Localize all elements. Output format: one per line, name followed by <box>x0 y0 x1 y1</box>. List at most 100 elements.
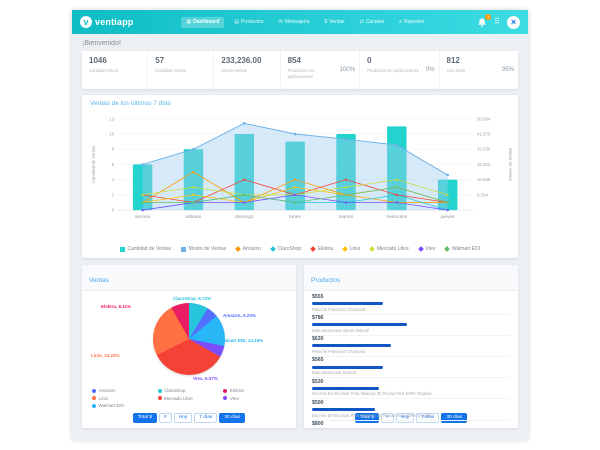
svg-text:Monto de Ventas: Monto de Ventas <box>508 148 512 182</box>
filter-button-hoy[interactable]: Hoy <box>173 412 193 424</box>
product-value: $565 <box>312 357 324 364</box>
product-name: Docena De Brochas Para Makeup 32 Piezas … <box>312 391 432 397</box>
legend-item-claroshop[interactable]: ClaroShop <box>270 246 301 252</box>
legend-label: Walmart EDI <box>451 246 480 253</box>
svg-text:2: 2 <box>112 192 115 197</box>
filter-button-30-d-as[interactable]: 30 días <box>441 412 468 424</box>
legend-item-cantidad-de-ventas[interactable]: Cantidad de Ventas <box>120 246 171 252</box>
dashboard-main: ¡Bienvenido! 1046 Cantidad SKUS 57 Cantidad… <box>72 34 528 434</box>
stat-label: Con stock <box>446 68 466 74</box>
main-nav: ▦ Dashboard ▤ Productos ✉ Mensajería $ Ventas ⇄ C… <box>142 16 470 28</box>
filter-button-total[interactable]: Total $ <box>354 412 380 424</box>
product-bar <box>312 344 392 348</box>
filter-button-7-d-as[interactable]: 7 días <box>194 412 218 424</box>
product-row[interactable]: $555 Peluche Pokemón Charizard <box>312 293 510 315</box>
filter-button-hoy[interactable]: Hoy <box>395 412 415 424</box>
sales-chart-card: Ventas de los últimos 7 días 0 2 4 6 8 10 12 8,… <box>82 95 518 259</box>
nav-item-canales[interactable]: ⇄ Canales <box>355 17 390 28</box>
nav-item-ventas[interactable]: $ Ventas <box>319 17 349 28</box>
legend-label: Mercado Libre <box>376 246 409 253</box>
chart-title: Ventas de los últimos 7 días <box>90 100 171 107</box>
product-bar-track <box>312 408 510 412</box>
svg-text:0: 0 <box>112 208 115 213</box>
stat-monto-ventas: 233,236.00 Monto Ventas <box>213 51 279 89</box>
filter-button-[interactable]: # <box>159 412 172 424</box>
app-window: v ventiapp ▦ Dashboard ▤ Productos ✉ Mensajer… <box>72 10 528 440</box>
legend-item-vtex[interactable]: Vtex <box>417 246 435 253</box>
pie-chart-area: ClaroShop, 8.72% Amazon, 5.23% Walmart EDI… <box>89 296 289 384</box>
filter-button-[interactable]: # <box>381 412 394 424</box>
filter-button-total[interactable]: Total $ <box>132 412 158 424</box>
nav-item-label: Dashboard <box>193 19 220 25</box>
svg-text:jueves: jueves <box>440 214 456 220</box>
pie-legend-item-mercado-libre[interactable]: Mercado Libre <box>157 395 221 401</box>
legend-dot-icon <box>92 396 96 401</box>
product-row[interactable]: $630 Peluche Pokemón Charizard <box>312 336 510 357</box>
stat-productos-con-publicaciones: 854 Productos con publicaciones 100% <box>279 51 359 89</box>
products-panel-header: Productos <box>304 265 518 292</box>
legend-item-elektra[interactable]: Elektra <box>310 246 334 253</box>
legend-dot-icon <box>92 388 96 393</box>
stat-value: 57 <box>155 56 165 65</box>
bottom-panels: Ventas ClaroShop, 8.72% Amazon, 5.23% Walm… <box>82 265 518 429</box>
legend-item-walmart-edi[interactable]: Walmart EDI <box>444 246 480 253</box>
product-row[interactable]: $800Docena De Brochas Para Makeup 32 Pie… <box>312 421 510 429</box>
stat-percent: 0% <box>425 67 435 73</box>
products-panel-title: Productos <box>311 276 341 284</box>
nav-item-reportes[interactable]: ≡ Reportes <box>394 17 429 28</box>
pie-legend-item-vtex[interactable]: Vtex <box>223 396 286 401</box>
filter-button-7-d-as[interactable]: 7 días <box>416 412 440 424</box>
stat-value: 233,236.00 <box>221 56 262 65</box>
pie-legend-item-claroshop[interactable]: ClaroShop <box>157 388 221 393</box>
pie-legend-item-walmart-edi[interactable]: Walmart EDI <box>92 403 155 408</box>
sales-icon: $ <box>324 19 328 25</box>
sales-panel-title: Ventas <box>89 276 109 284</box>
legend-marker-icon <box>417 246 424 253</box>
legend-label: Mercado Libre <box>164 395 193 401</box>
user-avatar[interactable]: × <box>507 15 520 29</box>
products-panel-body: $555 Peluche Pokemón Charizard $786 Bata am… <box>304 291 518 427</box>
svg-text:50,004: 50,004 <box>477 116 491 121</box>
top-navbar: v ventiapp ▦ Dashboard ▤ Productos ✉ Mensajer… <box>72 10 528 34</box>
pie-legend-item-elektra[interactable]: Elektra <box>223 388 286 393</box>
product-value: $786 <box>312 315 324 322</box>
nav-item-dashboard[interactable]: ▦ Dashboard <box>181 16 225 28</box>
legend-marker-icon <box>369 246 376 253</box>
svg-text:miércoles: miércoles <box>386 214 407 220</box>
products-panel: Productos $555 Peluche Pokemón Charizard $… <box>304 265 518 429</box>
stat-label: Productos sin publicaciones <box>367 68 419 74</box>
product-bar-track <box>312 302 510 306</box>
filter-button-30-d-as[interactable]: 30 días <box>219 412 246 424</box>
pie-legend-item-amazon[interactable]: Amazon <box>92 388 155 393</box>
stat-percent: 95% <box>502 67 515 73</box>
legend-item-mercado-libre[interactable]: Mercado Libre <box>369 246 409 253</box>
legend-marker-icon <box>181 246 187 252</box>
pie-slice-label-claroshop: ClaroShop, 8.72% <box>173 296 212 302</box>
sales-panel-body: ClaroShop, 8.72% Amazon, 5.23% Walmart EDI… <box>82 291 296 409</box>
product-row[interactable]: $565 Bata americana Selecté <box>312 357 510 379</box>
legend-item-amazon[interactable]: Amazon <box>235 246 261 253</box>
sales-panel-filters: Total $ # Hoy 7 días 30 días <box>82 410 296 429</box>
product-value: $530 <box>312 378 324 385</box>
stat-cantidad-skus: 1046 Cantidad SKUS <box>82 51 147 89</box>
product-bar <box>312 365 384 369</box>
nav-item-mensajer-a[interactable]: ✉ Mensajería <box>274 17 315 28</box>
legend-label: Elektra <box>317 246 334 253</box>
brand[interactable]: v ventiapp <box>80 16 134 28</box>
nav-item-productos[interactable]: ▤ Productos <box>229 17 268 28</box>
product-value: $555 <box>312 293 324 300</box>
legend-item-monto-de-ventas[interactable]: Monto de Ventas <box>181 246 226 252</box>
stats-row: 1046 Cantidad SKUS 57 Cantidad Ventas 233,23… <box>82 51 518 89</box>
legend-item-linio[interactable]: Linio <box>342 246 360 252</box>
notifications-button[interactable]: 1 <box>477 13 492 28</box>
product-row[interactable]: $530 Docena De Brochas Para Makeup 32 Pie… <box>312 378 510 400</box>
legend-marker-icon <box>235 246 242 253</box>
legend-label: Cantidad de Ventas <box>127 246 172 253</box>
sales-combo-chart: 0 2 4 6 8 10 12 8,334 16,668 25,002 33,336 41,670 50… <box>88 109 513 244</box>
pie-legend-item-linio[interactable]: Linio <box>92 396 155 401</box>
product-row[interactable]: $500 Docena De Brochas Para Makeup 32 Pie… <box>312 399 510 421</box>
product-name: Bata americana Selecté <box>312 370 357 376</box>
apps-grid-icon[interactable]: ⠿ <box>494 17 500 26</box>
product-row[interactable]: $786 Bata americana Vanos Selecté <box>312 315 510 336</box>
